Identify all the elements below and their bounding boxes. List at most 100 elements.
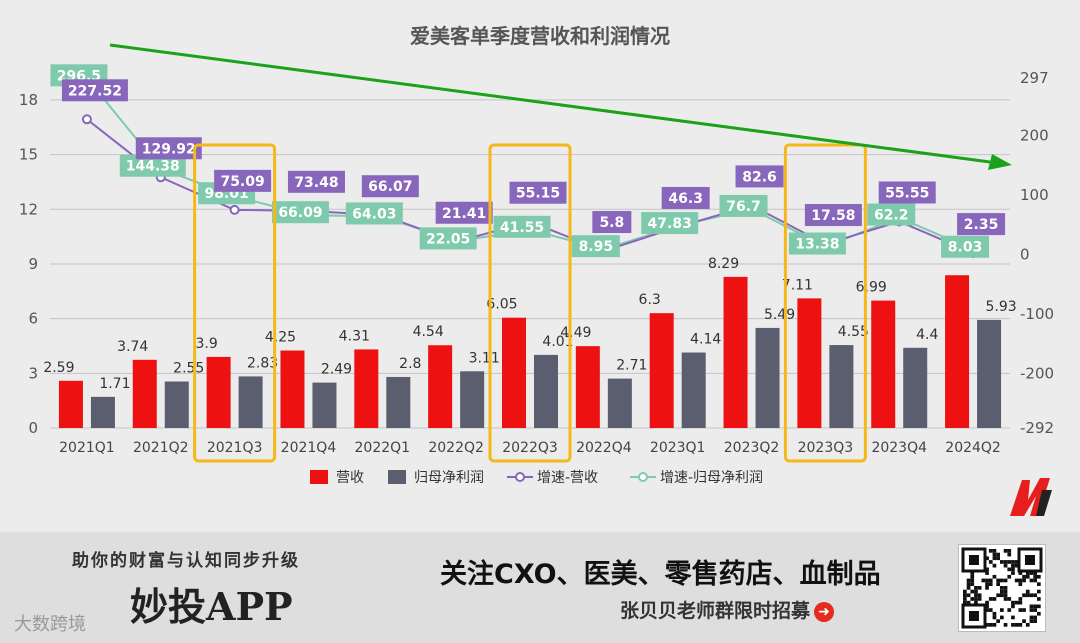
revenue-growth-label-bg	[592, 211, 632, 234]
footer-group-text: 张贝贝老师群限时招募	[620, 600, 811, 622]
qr-cell	[1011, 615, 1015, 620]
qr-cell	[966, 578, 971, 583]
revenue-bar	[502, 317, 526, 428]
revenue-bar-label: 4.49	[560, 325, 591, 341]
profit-growth-label-bg	[641, 212, 699, 235]
qr-cell	[1003, 563, 1008, 568]
qr-cell	[966, 593, 971, 598]
qr-code-icon[interactable]	[958, 544, 1046, 632]
qr-cell	[988, 597, 993, 601]
profit-bar-label: 4.14	[690, 332, 721, 348]
highlight-box	[193, 143, 277, 463]
qr-cell	[988, 623, 993, 627]
y-left-tick: 9	[28, 255, 38, 273]
revenue-bar-label: 4.25	[265, 330, 296, 346]
qr-cell	[963, 593, 967, 598]
qr-cell	[981, 578, 986, 583]
legend-swatch	[310, 470, 328, 484]
revenue-growth-label: 21.41	[442, 206, 486, 222]
qr-cell	[1000, 560, 1004, 564]
qr-finder-core	[1025, 555, 1035, 565]
qr-cell	[1029, 604, 1034, 609]
legend-swatch	[638, 472, 648, 482]
qr-cell	[985, 608, 989, 612]
chart-title: 爱美客单季度营收和利润情况	[410, 24, 670, 48]
revenue-growth-label-bg	[957, 213, 1006, 236]
qr-cell	[1007, 549, 1012, 553]
qr-cell	[1011, 567, 1015, 572]
qr-cell	[1000, 615, 1004, 620]
profit-bar	[460, 371, 485, 428]
profit-bar-label: 4.55	[838, 324, 869, 340]
x-tick-label: 2021Q1	[59, 440, 115, 456]
qr-cell	[985, 600, 989, 605]
revenue-growth-label: 75.09	[220, 174, 264, 190]
qr-finder-core	[969, 555, 979, 565]
revenue-growth-label-bg	[878, 181, 936, 204]
qr-cell	[1011, 600, 1015, 605]
qr-cell	[1014, 578, 1019, 583]
qr-cell	[963, 597, 967, 601]
footer-banner: 助你的财富与认知同步升级 妙投APP 关注CXO、医美、零售药店、血制品 张贝贝…	[0, 532, 1080, 643]
profit-growth-label-bg	[493, 215, 551, 238]
profit-growth-label-bg	[271, 201, 329, 224]
qr-cell	[988, 549, 993, 553]
qr-cell	[970, 589, 975, 594]
profit-bar-label: 3.11	[469, 350, 500, 366]
qr-cell	[992, 563, 997, 568]
qr-cell	[992, 556, 997, 561]
footer-follow-text: 关注CXO、医美、零售药店、血制品	[440, 559, 881, 590]
qr-cell	[1003, 549, 1008, 553]
qr-cell	[1029, 578, 1034, 583]
revenue-growth-label: 66.07	[368, 179, 412, 195]
legend-swatch	[515, 472, 525, 482]
qr-cell	[992, 615, 997, 620]
y-right-tick: 200	[1020, 127, 1049, 145]
profit-growth-label: 47.83	[648, 216, 692, 232]
qr-cell	[1003, 586, 1008, 590]
qr-cell	[1018, 582, 1023, 586]
qr-cell	[1000, 608, 1004, 612]
y-axis-left: 0 3 6 9 12 15 18	[19, 91, 38, 437]
footer-slogan: 助你的财富与认知同步升级	[72, 551, 300, 571]
profit-growth-label: 64.03	[352, 206, 396, 222]
profit-growth-label: 144.38	[126, 159, 180, 175]
qr-cell	[1037, 604, 1041, 609]
qr-cell	[1029, 593, 1034, 598]
y-left-tick: 15	[19, 146, 38, 164]
y-right-tick: -100	[1020, 305, 1054, 323]
qr-cell	[1025, 574, 1030, 579]
legend-swatch	[388, 470, 406, 484]
qr-cell	[985, 623, 989, 627]
profit-growth-label-bg	[119, 154, 186, 177]
qr-cell	[1007, 597, 1012, 601]
footer-group-link[interactable]: 张贝贝老师群限时招募 ➜	[620, 596, 835, 623]
revenue-growth-label: 2.35	[964, 217, 999, 233]
qr-cell	[1014, 563, 1019, 568]
chart-svg: 爱美客单季度营收和利润情况 0 3 6 9 12 15 18 -292 -200 -100 0 10…	[19, 24, 1054, 486]
qr-cell	[1022, 593, 1026, 598]
qr-cell	[1007, 608, 1012, 612]
revenue-growth-label-bg	[361, 175, 419, 198]
qr-cell	[1037, 574, 1041, 579]
y-right-tick: 0	[1020, 245, 1030, 263]
qr-cell	[996, 619, 1000, 623]
qr-cell	[1007, 567, 1012, 572]
qr-cell	[970, 582, 975, 586]
y-right-tick: 100	[1020, 186, 1049, 204]
chart-area: 爱美客单季度营收和利润情况 0 3 6 9 12 15 18 -292 -200 -100 0 10…	[18, 24, 1055, 486]
qr-cell	[1029, 571, 1034, 575]
y-left-tick: 0	[28, 419, 38, 437]
footer-app-name: 妙投APP	[130, 584, 293, 629]
profit-growth-label-bg	[867, 203, 916, 226]
qr-cell	[1033, 604, 1037, 609]
x-tick-label: 2022Q1	[355, 440, 411, 456]
qr-cell	[1018, 608, 1023, 612]
y-left-tick: 6	[28, 310, 38, 328]
revenue-growth-label: 55.15	[516, 186, 560, 202]
profit-growth-label: 41.55	[500, 220, 544, 236]
qr-cell	[966, 582, 971, 586]
qr-cell	[970, 574, 975, 579]
profit-growth-label-bg	[571, 235, 620, 258]
revenue-growth-label: 55.55	[885, 185, 929, 201]
